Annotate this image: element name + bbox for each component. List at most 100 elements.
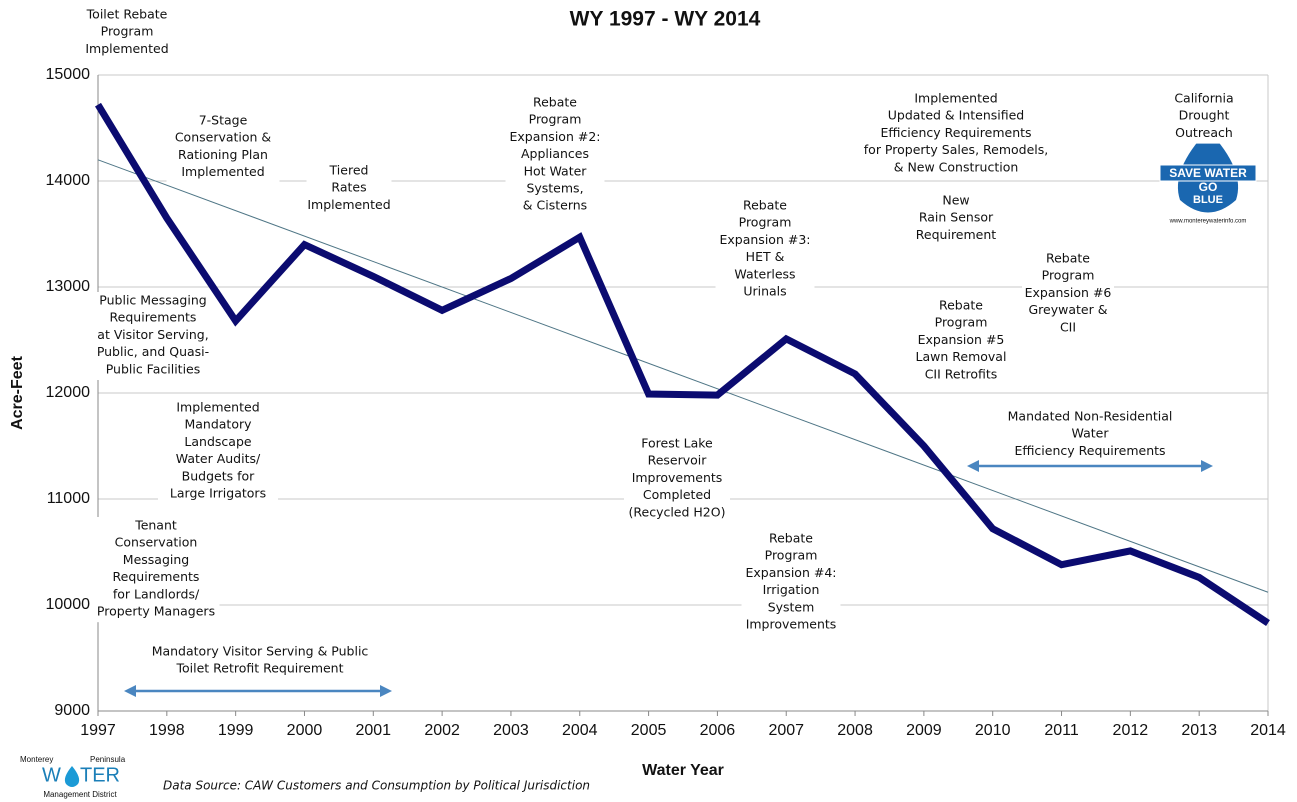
annotation-text: Conservation & [175,130,272,145]
annotation-text: 7-Stage [199,113,248,128]
annotation-text: New [942,193,969,208]
annotation-bg [1022,250,1114,338]
annotation-text: Water Audits/ [176,451,261,466]
annotation-text: Lawn Removal [916,349,1007,364]
x-tick-label: 1999 [218,722,254,739]
annotation-bg [158,399,278,505]
annotation: Implemented Mandatory Landscape Water Audit… [158,399,278,505]
annotation-bg [77,6,177,60]
annotation: California Drought Outreach [1165,90,1243,144]
x-tick-label: 2004 [562,722,598,739]
annotation-text: HET & [746,249,785,264]
x-tick-label: 2001 [355,722,391,739]
annotation-text: for Property Sales, Remodels, [864,142,1048,157]
annotation-text: Rationing Plan [178,147,268,162]
annotation-text: Rebate [939,298,983,313]
annotation: New Rain Sensor Requirement [913,192,999,246]
annotation: Rebate Program Expansion #5 Lawn Removal CII… [911,297,1011,385]
annotation-text: Drought [1179,108,1230,123]
annotation-text: Requirement [916,227,996,242]
annotation-text: Program [765,548,818,563]
annotation-text: Reservoir [648,453,708,468]
annotation-bg [850,90,1062,178]
annotation-text: Rain Sensor [919,210,994,225]
annotation-text: Implemented [85,41,168,56]
annotation-text: Forest Lake [641,436,713,451]
annotation: Mandated Non-Residential Water Efficiency … [1002,408,1178,462]
logo-text: Peninsula [90,755,126,764]
annotation-text: Rebate [743,198,787,213]
annotation: Rebate Program Expansion #2: Appliances Hot … [505,94,605,217]
x-tick-label: 2003 [493,722,529,739]
badge-text: GO [1199,180,1218,194]
annotation: Rebate Program Expansion #6 Greywater & CII [1022,250,1114,338]
annotation: Tiered Rates Implemented [306,162,392,216]
badge-url: www.montereywaterinfo.com [1169,219,1247,225]
x-tick-label: 2006 [700,722,736,739]
annotation-text: CII [1060,319,1076,334]
x-tick-label: 2009 [906,722,942,739]
annotation-text: Program [101,24,154,39]
annotation-bg [741,530,841,636]
annotation-text: Expansion #5 [918,332,1005,347]
annotation-text: Implemented [307,197,390,212]
trend-line [97,159,1269,593]
annotation-text: Expansion #2: [510,129,601,144]
x-tick-label: 2011 [1044,722,1079,739]
logo-text: Monterey [20,755,53,764]
annotation-text: Appliances [521,146,589,161]
badge: SAVE WATER GO BLUE www.montereywaterinfo… [1159,130,1257,225]
x-axis-label: Water Year [642,762,724,779]
annotation-bg [1165,90,1243,144]
badge-text: SAVE WATER [1169,166,1247,180]
annotation-text: Urinals [743,284,786,299]
y-tick-label: 15000 [46,66,91,83]
annotation: 7-Stage Conservation & Rationing Plan Imple… [166,112,280,183]
annotation-text: Efficiency Requirements [1014,443,1165,458]
annotation-text: Rates [331,180,366,195]
annotation-text: Budgets for [182,468,255,483]
annotation-text: Program [1042,268,1095,283]
x-tick-label: 2008 [837,722,873,739]
annotation-text: Tiered [329,163,369,178]
annotation-bg [137,643,383,680]
annotation-bg [913,192,999,246]
annotation: Tenant Conservation Messaging Requirements f… [92,517,220,623]
data-source: Data Source: CAW Customers and Consumpti… [163,779,590,793]
annotation-text: Expansion #3: [720,232,811,247]
annotation-text: Property Managers [97,604,215,619]
grid [97,74,1269,716]
annotation-text: Public Messaging [99,293,206,308]
annotation-text: Messaging [123,552,189,567]
annotation: Rebate Program Expansion #3: HET & Waterless… [715,197,815,303]
x-tick-label: 2000 [287,722,323,739]
annotation-text: Rebate [769,531,813,546]
annotation-text: Outreach [1175,125,1233,140]
annotation-text: Public, and Quasi- [97,344,209,359]
x-tick-label: 1997 [80,722,116,739]
logo-text: W [42,764,61,786]
logo-text: TER [80,764,120,786]
annotation-text: Program [529,112,582,127]
annotation-text: for Landlords/ [113,586,200,601]
annotation-text: at Visitor Serving, [97,327,208,342]
annotation: Rebate Program Expansion #4: Irrigation Syst… [741,530,841,636]
annotation-bg [82,292,224,380]
annotation-bg [306,162,392,216]
logo-drop [64,766,80,787]
annotation-bg [166,112,280,183]
annotation-bg [505,94,605,217]
annotation: Mandatory Visitor Serving & Public Toilet… [137,643,383,680]
annotation-text: Implemented [914,91,997,106]
y-tick-label: 13000 [46,278,91,295]
y-tick-label: 11000 [47,490,90,507]
y-axis-label: Acre-Feet [9,355,26,429]
annotation-text: Expansion #4: [746,565,837,580]
annotation: Public Messaging Requirements at Visitor S… [82,292,224,380]
y-tick-label: 14000 [46,172,91,189]
annotation-text: Hot Water [524,163,588,178]
y-tick-label: 9000 [54,702,90,719]
annotation-text: Greywater & [1029,302,1108,317]
annotation: Implemented Updated & Intensified Efficien… [850,90,1062,178]
annotation-text: Program [739,215,792,230]
